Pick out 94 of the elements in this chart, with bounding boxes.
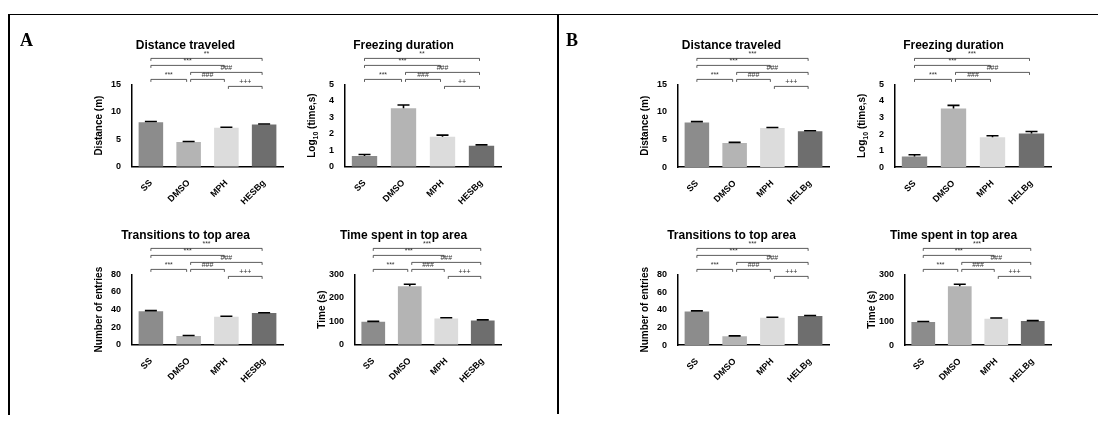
bar — [138, 311, 164, 345]
chart-title: Distance traveled — [681, 37, 782, 52]
y-tick-label: 5 — [662, 134, 668, 145]
bar — [351, 156, 378, 167]
bar — [1018, 133, 1045, 168]
bar — [684, 122, 710, 168]
y-tick-label: 0 — [878, 161, 885, 172]
bar — [797, 131, 823, 168]
x-tick-label: SS — [360, 355, 377, 372]
y-tick-label: 0 — [339, 339, 345, 350]
text: B — [566, 30, 579, 51]
chart-title: Time spent in top area — [889, 227, 1018, 242]
y-tick-label: 0 — [116, 161, 122, 172]
bar — [797, 315, 823, 346]
y-tick-label: 1 — [878, 145, 885, 156]
chart-title: Freezing duration — [903, 37, 1004, 52]
y-tick-label: 5 — [328, 78, 335, 89]
y-axis-title: Time (s) — [316, 290, 328, 329]
chart-title: Distance traveled — [135, 37, 236, 52]
bar — [940, 108, 967, 168]
y-tick-label: 300 — [328, 268, 345, 279]
x-tick-label: SS — [910, 356, 927, 372]
y-tick-label: 2 — [328, 128, 335, 139]
text: A — [20, 30, 33, 51]
y-tick-label: 200 — [878, 292, 895, 303]
bar — [470, 320, 495, 345]
bar — [979, 137, 1006, 168]
y-axis-title: Time (s) — [866, 290, 878, 329]
y-tick-label: 60 — [111, 286, 122, 297]
y-tick-label: 10 — [111, 106, 122, 117]
bar — [397, 286, 422, 345]
x-tick-label: SS — [684, 178, 701, 194]
bar — [911, 322, 936, 346]
chart-title: Transitions to top area — [121, 227, 251, 242]
y-tick-label: 40 — [111, 304, 122, 315]
y-tick-label: 15 — [657, 78, 668, 89]
y-tick-label: 0 — [662, 161, 668, 172]
chart-title: Freezing duration — [353, 37, 454, 52]
y-tick-label: 15 — [111, 78, 122, 89]
bar — [251, 124, 277, 167]
bar — [429, 136, 456, 167]
bar — [984, 318, 1009, 346]
y-tick-label: 80 — [111, 268, 122, 279]
y-tick-label: 5 — [878, 78, 885, 89]
chart-title: Transitions to top area — [667, 227, 797, 242]
bar — [176, 142, 201, 167]
x-tick-label: SS — [684, 356, 701, 372]
bar — [138, 122, 164, 167]
y-tick-label: 0 — [116, 339, 122, 350]
x-tick-label: SS — [138, 355, 155, 372]
y-tick-label: 100 — [878, 316, 895, 327]
y-tick-label: 10 — [657, 106, 668, 117]
y-tick-label: 1 — [328, 144, 335, 155]
y-tick-label: 0 — [889, 339, 895, 350]
y-axis-title: Distance (m) — [93, 95, 105, 156]
bar — [214, 316, 239, 345]
y-tick-label: 5 — [116, 133, 122, 144]
bar — [760, 127, 785, 168]
y-tick-label: 4 — [878, 95, 885, 106]
bar — [760, 317, 785, 346]
bar — [722, 142, 747, 168]
bar — [947, 286, 972, 346]
bar — [901, 156, 928, 168]
y-axis-title: Number of entries — [639, 266, 651, 353]
y-tick-label: 3 — [878, 111, 885, 122]
y-tick-label: 0 — [662, 339, 668, 350]
bar — [390, 108, 417, 167]
y-tick-label: 20 — [657, 321, 668, 332]
y-tick-label: 3 — [328, 111, 335, 122]
bar — [251, 313, 277, 345]
y-tick-label: 200 — [328, 292, 345, 303]
y-axis-title: Number of entries — [93, 266, 105, 353]
y-tick-label: 100 — [328, 315, 345, 326]
y-axis-title: Distance (m) — [639, 95, 651, 156]
y-tick-label: 4 — [328, 95, 335, 106]
y-tick-label: 80 — [657, 268, 668, 279]
y-tick-label: 40 — [657, 304, 668, 315]
bar — [722, 336, 747, 346]
bar — [361, 321, 386, 345]
y-tick-label: 2 — [878, 128, 885, 139]
bar — [176, 336, 201, 345]
y-tick-label: 60 — [657, 286, 668, 297]
bar — [684, 311, 710, 346]
bar — [214, 127, 239, 167]
chart-title: Time spent in top area — [339, 227, 468, 242]
bar — [434, 318, 459, 345]
x-tick-label: SS — [352, 177, 368, 194]
x-tick-label: SS — [902, 178, 918, 194]
y-tick-label: 0 — [328, 161, 335, 172]
y-tick-label: 20 — [111, 321, 122, 332]
y-tick-label: 300 — [878, 268, 895, 279]
bar — [468, 145, 495, 167]
x-tick-label: SS — [138, 177, 155, 194]
bar — [1020, 321, 1045, 346]
